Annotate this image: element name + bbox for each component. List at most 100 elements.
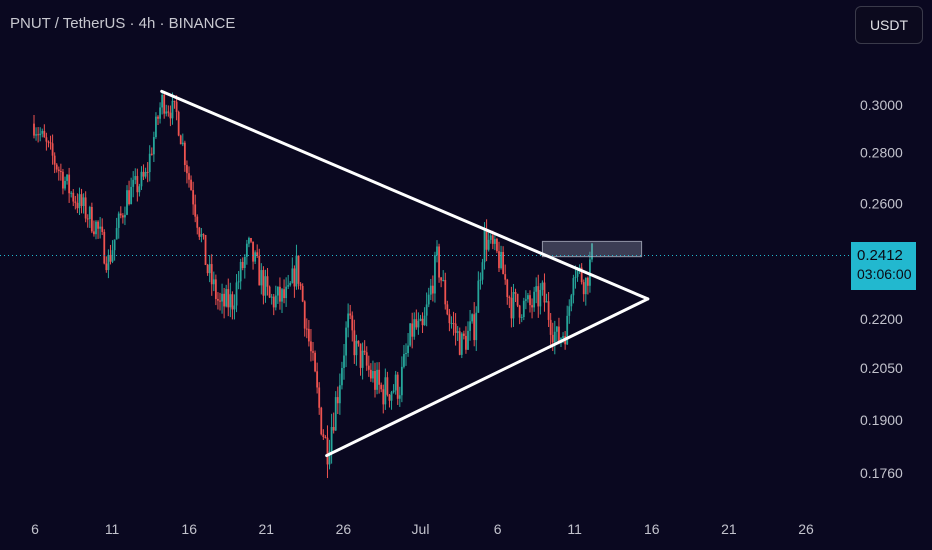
candle-body: [568, 306, 571, 316]
candle-body: [504, 274, 507, 280]
candle-body: [297, 255, 300, 284]
candle-body: [380, 384, 383, 390]
candle-body: [545, 301, 548, 303]
candle-body: [582, 282, 585, 295]
candle-body: [576, 268, 579, 277]
candle-body: [473, 314, 476, 341]
candle-body: [471, 314, 474, 322]
candle-body: [518, 305, 521, 318]
candle-body: [396, 374, 399, 399]
candle-body: [483, 229, 486, 263]
candle-body: [291, 268, 294, 283]
candle-body: [119, 213, 122, 216]
candle-body: [90, 207, 93, 232]
candle-body: [219, 300, 221, 302]
candle-body: [281, 289, 283, 302]
candle-body: [481, 262, 484, 280]
candle-body: [330, 426, 333, 452]
y-tick-label: 0.2600: [860, 196, 903, 212]
candle-body: [167, 111, 170, 113]
candle-body: [444, 279, 447, 305]
candle-body: [334, 397, 337, 431]
candle-body: [62, 171, 64, 189]
candle-body: [489, 235, 492, 240]
candle-body: [74, 201, 77, 203]
candle-body: [148, 153, 151, 173]
candle-body: [101, 226, 104, 232]
candle-body: [324, 436, 327, 438]
candle-body: [260, 270, 263, 286]
candle-body: [274, 295, 277, 308]
candle-body: [35, 134, 37, 136]
candle-body: [332, 426, 335, 431]
candle-body: [586, 277, 589, 286]
candle-body: [55, 164, 58, 170]
candle-body: [204, 234, 207, 265]
candle-body: [256, 252, 259, 256]
candle-body: [279, 286, 281, 302]
candle-body: [254, 252, 257, 262]
candle-body: [465, 335, 467, 350]
candle-body: [372, 371, 374, 379]
candle-body: [363, 350, 366, 353]
candle-body: [369, 369, 372, 379]
candle-body: [76, 202, 79, 209]
candle-body: [190, 179, 192, 191]
chart-title: PNUT / TetherUS · 4h · BINANCE: [10, 15, 236, 32]
candle-body: [539, 289, 542, 307]
candle-body: [533, 291, 536, 308]
candle-body: [138, 186, 141, 193]
candle-body: [43, 130, 46, 138]
candle-body: [64, 180, 66, 189]
candle-body: [531, 305, 533, 308]
candle-body: [527, 295, 529, 300]
candle-body: [498, 251, 500, 269]
candle-body: [570, 295, 573, 307]
candle-body: [427, 294, 430, 305]
candle-body: [580, 267, 583, 283]
candle-body: [493, 238, 496, 244]
candle-body: [152, 137, 155, 155]
candle-body: [268, 286, 271, 298]
candle-body: [202, 234, 205, 236]
candle-body: [140, 171, 143, 187]
candle-body: [192, 190, 195, 205]
candle-body: [212, 279, 215, 285]
candle-body: [558, 326, 560, 344]
candle-body: [425, 304, 428, 316]
candle-body: [326, 437, 329, 465]
candle-body: [157, 116, 159, 119]
y-tick-label: 0.1760: [860, 465, 903, 481]
candle-body: [175, 101, 178, 112]
candle-body: [231, 294, 234, 310]
candle-body: [353, 330, 356, 356]
y-tick-label: 0.1900: [860, 412, 903, 428]
candle-body: [107, 254, 110, 271]
candle-body: [357, 340, 360, 344]
candle-body: [283, 289, 285, 299]
candle-body: [343, 355, 345, 368]
candle-body: [423, 315, 426, 326]
candle-countdown: 03:06:00: [857, 266, 912, 282]
candle-body: [491, 235, 494, 244]
candle-body: [374, 371, 376, 390]
x-tick-label: 26: [798, 521, 814, 537]
candle-body: [37, 134, 40, 136]
y-tick-label: 0.2800: [860, 145, 903, 161]
candle-body: [535, 286, 538, 292]
currency-button[interactable]: USDT: [855, 6, 923, 44]
candle-body: [514, 291, 517, 294]
candle-body: [347, 313, 350, 328]
candle-body: [210, 264, 213, 285]
y-axis: 0.3000 0.2800 0.2600 0.2200 0.2050 0.1900 0.17…: [860, 97, 903, 481]
candle-body: [227, 289, 230, 308]
candle-body: [301, 285, 304, 302]
x-tick-label: 21: [721, 521, 737, 537]
candle-body: [341, 367, 343, 386]
candle-body: [355, 340, 358, 356]
candle-body: [82, 197, 85, 206]
candle-body: [196, 216, 199, 228]
candle-body: [57, 169, 60, 172]
